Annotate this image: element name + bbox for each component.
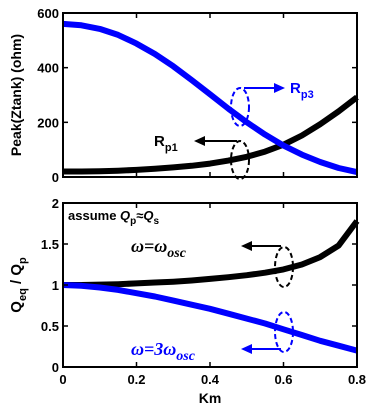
rp1-annotation: Rp1 — [154, 133, 250, 180]
top-series-black-line — [63, 94, 359, 175]
rp3-arrow-head — [274, 83, 285, 93]
top-y-tick-label: 200 — [37, 115, 59, 130]
bottom-y-tick-label: 2 — [52, 196, 59, 211]
omega-3osc-annotation: ω=3ωosc — [131, 311, 294, 364]
top-y-tick-label: 0 — [52, 170, 59, 185]
rp3-callout-ellipse — [230, 87, 250, 127]
omega-3osc-arrow-head — [241, 344, 252, 354]
rp1-callout-ellipse — [230, 140, 250, 180]
omega-osc-label: ω=ωosc — [131, 236, 187, 261]
top-y-tick-label: 600 — [37, 6, 59, 21]
bottom-series-blue-line — [62, 282, 358, 354]
bottom-series-black-line — [63, 219, 360, 288]
bottom-x-tick-label: 0.2 — [127, 372, 145, 387]
bottom-chart-panel: 0 0.5 1 1.5 2 0 0.2 0.4 0.6 0.8 Qeq / Qp Km assum… — [8, 196, 366, 406]
omega-osc-annotation: ω=ωosc — [131, 236, 294, 288]
bottom-y-tick-label: 1 — [52, 278, 59, 293]
bottom-y-tick-label: 0 — [52, 360, 59, 375]
bottom-y-tick-label: 1.5 — [41, 237, 59, 252]
omega-osc-callout-ellipse — [274, 246, 294, 288]
omega-3osc-callout-ellipse — [274, 311, 294, 353]
top-y-tick-label: 400 — [37, 61, 59, 76]
rp1-label: Rp1 — [154, 133, 178, 154]
bottom-y-tick-label: 0.5 — [41, 319, 59, 334]
assume-note: assume Qp≈Qs — [68, 208, 160, 227]
omega-3osc-label: ω=3ωosc — [131, 339, 196, 364]
bottom-x-tick-label: 0.4 — [201, 372, 220, 387]
rp3-label: Rp3 — [290, 80, 314, 101]
rp1-arrow-head — [194, 136, 205, 146]
omega-osc-arrow-head — [241, 241, 252, 251]
bottom-x-tick-label: 0 — [59, 372, 66, 387]
bottom-x-tick-label: 0.8 — [348, 372, 366, 387]
rp3-annotation: Rp3 — [230, 80, 314, 127]
top-y-axis-label: Peak(Ztank) (ohm) — [8, 34, 24, 156]
bottom-x-tick-label: 0.6 — [274, 372, 292, 387]
top-series-blue-line — [62, 20, 358, 176]
bottom-x-axis-label: Km — [199, 390, 222, 406]
top-chart-panel: 0 200 400 600 Peak(Ztank) (ohm) Rp3 Rp1 — [8, 6, 359, 185]
bottom-y-axis-label: Qeq / Qp — [8, 257, 29, 313]
